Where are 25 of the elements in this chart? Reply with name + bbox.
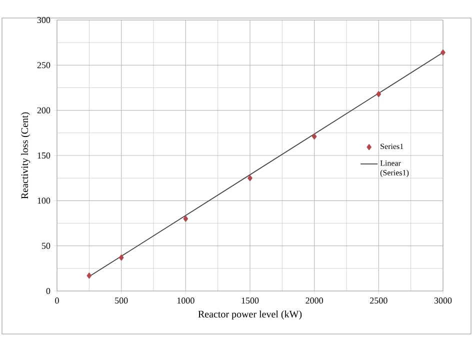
point xyxy=(376,91,382,98)
y-tick-label: 50 xyxy=(42,242,50,249)
y-tick-label: 100 xyxy=(38,198,50,204)
y-tick-label: 200 xyxy=(37,107,50,114)
legend-label: Series1 xyxy=(380,144,404,150)
point xyxy=(312,133,317,140)
point xyxy=(248,175,252,182)
y-tick-label: 150 xyxy=(38,152,50,159)
y-tick-label: 300 xyxy=(37,16,50,24)
point xyxy=(86,272,92,279)
y-tick-label: 250 xyxy=(37,62,50,68)
legend-label: Linear (Series1) xyxy=(380,160,409,178)
x-tick-label: 2500 xyxy=(370,298,388,304)
point xyxy=(183,216,188,222)
point xyxy=(118,254,124,261)
x-tick-label: 2000 xyxy=(306,298,323,304)
y-axis-title: Reactivity loss (Cent) xyxy=(20,112,30,199)
point xyxy=(440,49,446,56)
x-tick-label: 1500 xyxy=(242,298,259,304)
x-tick-label: 500 xyxy=(115,298,128,304)
x-tick-label: 1000 xyxy=(177,298,194,304)
x-axis-title: Reactor power level (kW) xyxy=(198,310,302,320)
x-tick-label: 3000 xyxy=(434,298,452,304)
x-tick-label: 0 xyxy=(55,298,59,304)
y-tick-label: 0 xyxy=(46,288,50,294)
